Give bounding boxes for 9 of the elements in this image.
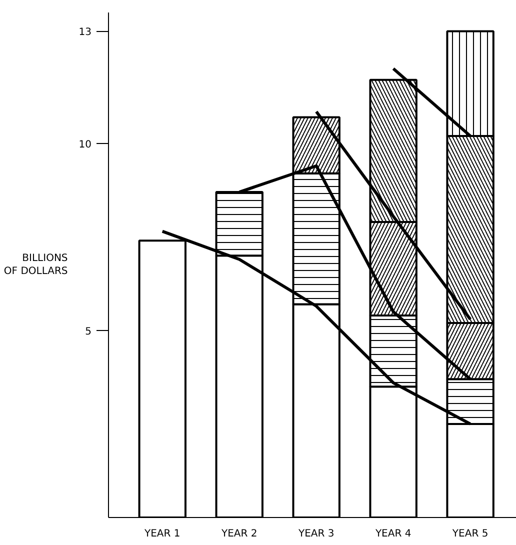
x-tick-label: YEAR 5 bbox=[451, 528, 488, 540]
y-axis-title: BILLIONS OF DOLLARS bbox=[4, 252, 68, 278]
x-tick-label: YEAR 1 bbox=[144, 528, 180, 540]
y-tick-label: 10 bbox=[78, 139, 92, 150]
x-tick-label: YEAR 4 bbox=[374, 528, 412, 540]
y-tick-label: 5 bbox=[85, 326, 92, 338]
x-tick-label: YEAR 2 bbox=[220, 528, 258, 540]
x-tick-label: YEAR 3 bbox=[297, 528, 334, 540]
y-tick-label: 13 bbox=[78, 27, 92, 38]
